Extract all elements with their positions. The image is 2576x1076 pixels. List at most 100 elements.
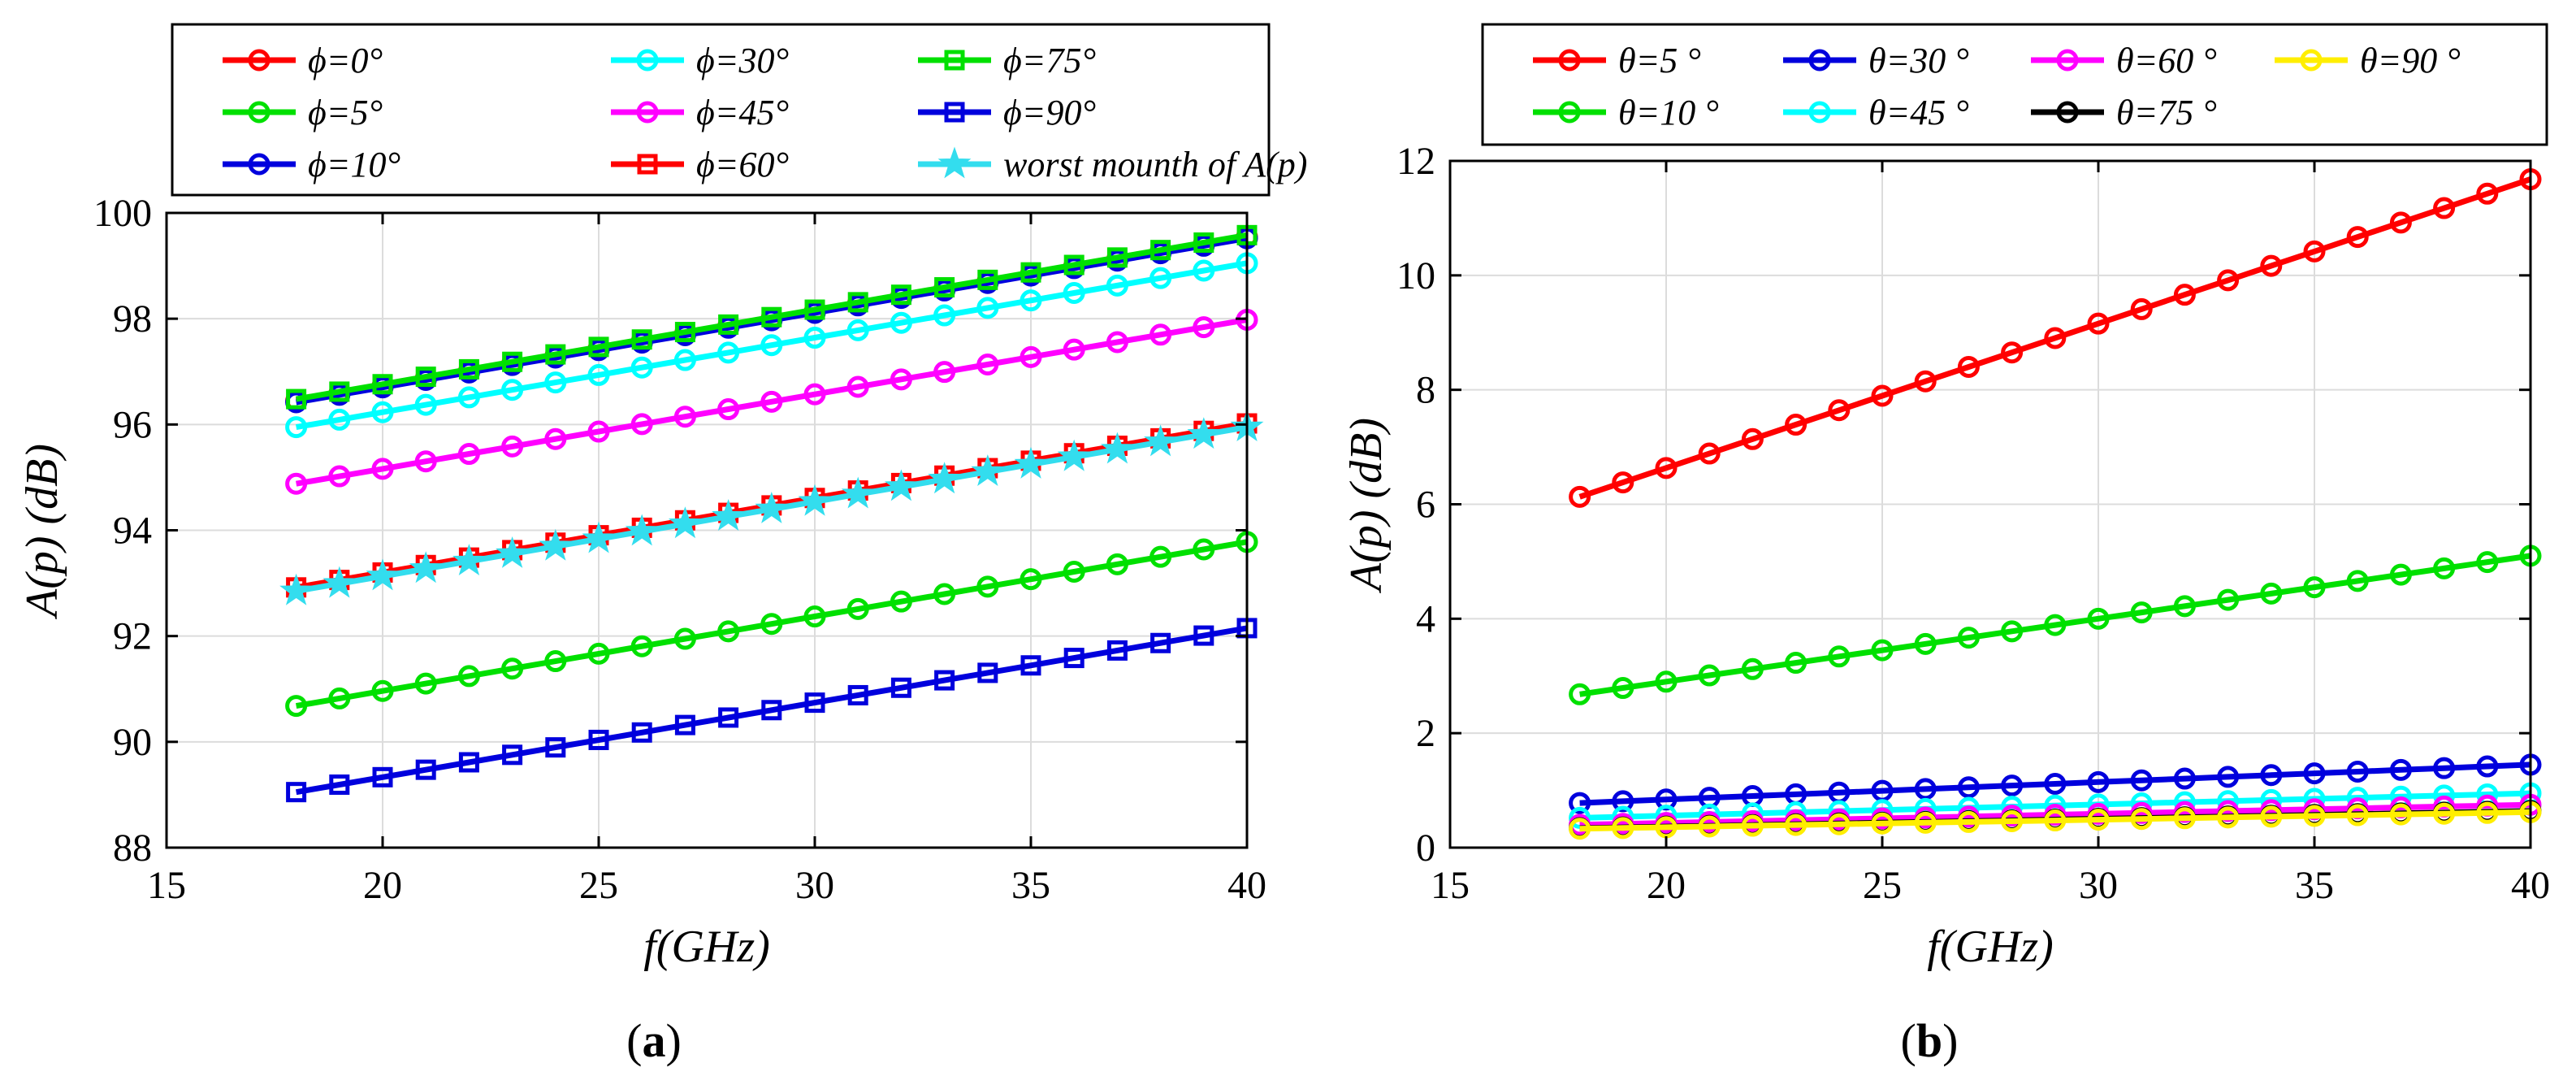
data-point xyxy=(2303,805,2326,827)
legend-label: ϕ=0° xyxy=(308,41,383,80)
legend-swatch-marker xyxy=(636,49,659,72)
data-point xyxy=(2217,269,2240,292)
y-axis-label: A(p) (dB) xyxy=(1341,418,1392,594)
x-tick-label: 35 xyxy=(1011,864,1050,907)
data-point xyxy=(502,744,523,766)
data-point xyxy=(1063,282,1085,305)
legend-entry: θ=30 ° xyxy=(1783,41,1969,80)
series-8 xyxy=(286,618,1258,803)
panel-label-open: ( xyxy=(1901,1014,1916,1067)
legend-swatch-marker xyxy=(1558,101,1581,124)
data-point xyxy=(1914,811,1937,834)
legend-entry: worst mounth of A(p) xyxy=(918,145,1307,184)
data-point xyxy=(890,311,912,334)
data-point xyxy=(414,450,437,473)
data-point xyxy=(1741,657,1764,680)
legend-box xyxy=(1481,23,2548,146)
data-point xyxy=(933,583,956,605)
data-point xyxy=(1106,640,1128,661)
data-point xyxy=(674,714,695,735)
legend-box xyxy=(171,23,1271,197)
legend-label: θ=60 ° xyxy=(2116,41,2217,80)
data-point xyxy=(760,390,783,413)
legend: θ=5 ° θ=10 ° θ=30 ° θ=45 ° θ=60 ° θ=75 ° θ=90 … xyxy=(1481,23,2548,146)
data-point xyxy=(2087,770,2110,793)
data-point xyxy=(625,514,659,546)
data-point xyxy=(415,759,436,780)
legend-swatch-marker xyxy=(248,153,271,176)
data-point xyxy=(668,506,702,539)
x-axis-label: f(GHz) xyxy=(1927,922,2054,972)
data-point xyxy=(501,379,524,401)
y-tick-label: 2 xyxy=(1416,712,1435,755)
x-tick-label: 40 xyxy=(1227,864,1266,907)
data-point xyxy=(1106,331,1128,354)
data-point xyxy=(1914,632,1937,655)
data-point xyxy=(804,299,825,320)
y-tick-label: 96 xyxy=(113,403,152,446)
panel-label-letter: a xyxy=(643,1014,666,1067)
legend-entry: θ=75 ° xyxy=(2031,93,2217,132)
data-point xyxy=(933,304,956,327)
series-line xyxy=(1579,801,2531,828)
data-point xyxy=(798,484,832,516)
data-point xyxy=(1020,655,1041,676)
data-point xyxy=(2001,341,2024,364)
data-point xyxy=(2346,570,2369,592)
data-point xyxy=(285,695,308,718)
data-point xyxy=(501,435,524,458)
data-point xyxy=(846,597,869,620)
legend-swatch-marker xyxy=(248,49,271,72)
data-point xyxy=(1569,485,1591,508)
data-point xyxy=(2173,284,2196,306)
data-point xyxy=(582,521,616,553)
legend-swatch-marker xyxy=(937,146,972,179)
data-point xyxy=(2087,607,2110,630)
data-point xyxy=(2217,766,2240,788)
data-point xyxy=(1871,384,1894,407)
legend-label: θ=30 ° xyxy=(1868,41,1969,80)
data-point xyxy=(1741,427,1764,450)
data-point xyxy=(977,662,998,683)
data-point xyxy=(329,774,350,795)
data-point xyxy=(847,292,868,313)
data-point xyxy=(1569,792,1591,814)
data-point xyxy=(2260,805,2283,828)
data-point xyxy=(976,353,999,375)
legend-label: ϕ=5° xyxy=(308,93,383,132)
legend-entry: ϕ=30° xyxy=(611,41,789,80)
data-point xyxy=(1063,254,1085,276)
legend-entry: ϕ=10° xyxy=(223,145,400,184)
legend-swatch-marker xyxy=(944,50,965,71)
data-point xyxy=(2001,774,2024,797)
y-tick-label: 0 xyxy=(1416,827,1435,870)
legend-swatch-marker xyxy=(944,102,965,123)
data-point xyxy=(630,413,653,436)
series-line xyxy=(1579,809,2531,832)
data-point xyxy=(588,336,609,358)
legend-label: ϕ=10° xyxy=(308,145,400,184)
data-point xyxy=(285,472,308,495)
series-line xyxy=(1579,761,2531,806)
data-point xyxy=(457,386,480,409)
legend-label: ϕ=90° xyxy=(1003,93,1096,132)
x-tick-label: 30 xyxy=(2079,864,2118,907)
data-point xyxy=(1828,645,1851,668)
x-tick-label: 30 xyxy=(795,864,834,907)
data-point xyxy=(1193,259,1215,282)
x-tick-label: 35 xyxy=(2295,864,2334,907)
y-tick-label: 98 xyxy=(113,297,152,341)
series-line xyxy=(296,235,1248,406)
data-point xyxy=(717,620,740,643)
data-point xyxy=(1655,816,1678,839)
data-point xyxy=(372,374,393,395)
data-point xyxy=(1612,817,1634,840)
data-point xyxy=(2044,614,2067,636)
y-tick-label: 92 xyxy=(113,615,152,658)
legend-swatch-marker xyxy=(2300,49,2323,72)
y-tick-label: 12 xyxy=(1396,140,1435,183)
data-point xyxy=(2433,557,2456,579)
series-7 xyxy=(286,224,1258,410)
data-point xyxy=(2476,801,2499,824)
data-point xyxy=(2303,576,2326,599)
